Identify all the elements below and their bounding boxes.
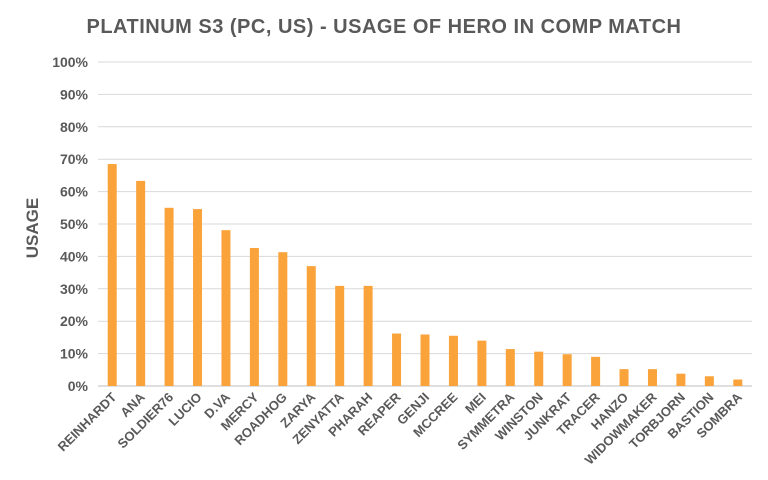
bar-sombra bbox=[733, 379, 743, 386]
bar-symmetra bbox=[505, 349, 515, 386]
y-tick-label: 0% bbox=[68, 378, 89, 394]
bar-bastion bbox=[704, 376, 714, 386]
y-tick-label: 70% bbox=[60, 151, 89, 167]
bar-reinhardt bbox=[107, 164, 117, 386]
bar-pharah bbox=[363, 285, 373, 386]
bar-widowmaker bbox=[647, 369, 657, 386]
bar-mercy bbox=[249, 247, 259, 386]
x-tick-label: REINHARDT bbox=[55, 389, 120, 454]
bar-mccree bbox=[448, 335, 458, 386]
bar-lucio bbox=[193, 209, 203, 386]
y-tick-label: 50% bbox=[60, 216, 89, 232]
y-tick-label: 20% bbox=[60, 313, 89, 329]
bar-reaper bbox=[392, 333, 402, 386]
bar-mei bbox=[477, 340, 487, 386]
y-tick-label: 30% bbox=[60, 281, 89, 297]
bar-d-va bbox=[221, 230, 231, 386]
bar-zarya bbox=[306, 266, 316, 386]
y-tick-label: 60% bbox=[60, 184, 89, 200]
y-tick-label: 10% bbox=[60, 346, 89, 362]
bar-junkrat bbox=[562, 354, 572, 386]
bar-torbjorn bbox=[676, 373, 686, 386]
bar-soldier76 bbox=[164, 207, 174, 386]
bar-hanzo bbox=[619, 369, 629, 386]
y-tick-label: 90% bbox=[60, 86, 89, 102]
bar-winston bbox=[534, 351, 544, 386]
y-axis-ticks: 0% 10% 20% 30% 40% 50% 60% 70% 80% 90% 100% bbox=[52, 54, 88, 394]
y-axis-title: USAGE bbox=[23, 198, 42, 258]
y-tick-label: 80% bbox=[60, 119, 89, 135]
bar-zenyatta bbox=[335, 285, 345, 386]
chart-title: PLATINUM S3 (PC, US) - USAGE OF HERO IN … bbox=[86, 16, 681, 38]
bar-genji bbox=[420, 334, 430, 386]
gridlines bbox=[98, 61, 752, 387]
bar-tracer bbox=[591, 356, 601, 386]
bar-roadhog bbox=[278, 252, 288, 386]
y-tick-label: 40% bbox=[60, 248, 89, 264]
bars bbox=[107, 164, 743, 386]
y-tick-label: 100% bbox=[52, 54, 88, 70]
x-axis-ticks: REINHARDTANASOLDIER76LUCIOD.VAMERCYROADH… bbox=[55, 389, 746, 467]
bar-ana bbox=[136, 180, 146, 386]
